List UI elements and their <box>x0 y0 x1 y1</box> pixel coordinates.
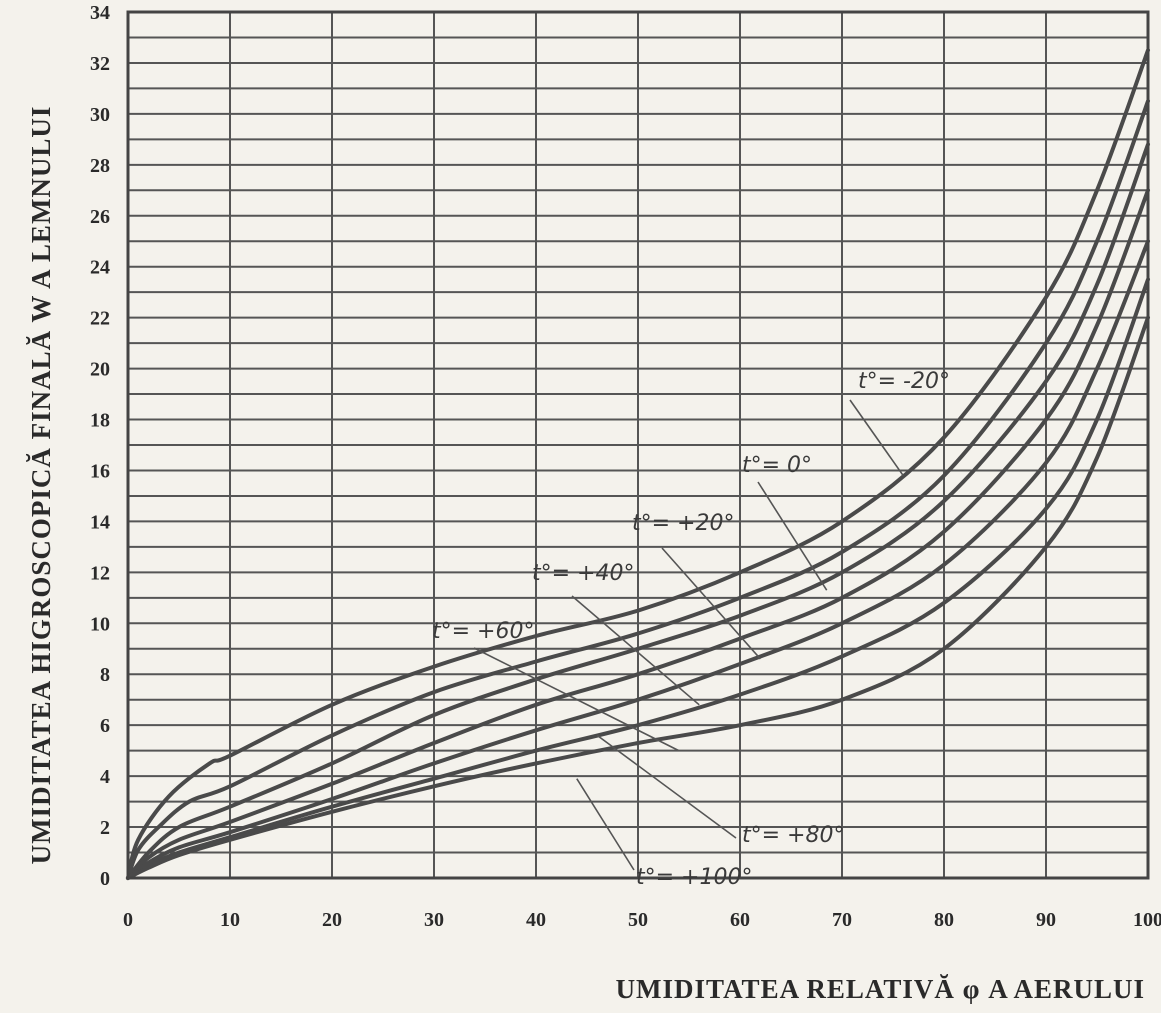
leader-line-2 <box>757 481 828 591</box>
series-line-6 <box>126 277 1150 880</box>
x-tick-label: 70 <box>832 909 852 931</box>
y-tick-label: 0 <box>100 868 110 890</box>
y-tick-label: 28 <box>90 155 110 177</box>
y-tick-label: 18 <box>90 410 110 432</box>
y-tick-label: 2 <box>100 817 110 839</box>
series-line-1 <box>126 48 1150 880</box>
series-line-2 <box>126 99 1150 880</box>
y-tick-label: 32 <box>90 53 110 75</box>
x-tick-label: 80 <box>934 909 954 931</box>
y-tick-label: 16 <box>90 460 110 482</box>
series-label-3: t°= +20° <box>632 511 734 536</box>
series-line-7 <box>126 315 1150 880</box>
y-tick-label: 22 <box>90 308 110 330</box>
series-label-4: t°= +40° <box>532 561 634 586</box>
y-tick-label: 8 <box>100 664 110 686</box>
x-tick-label: 50 <box>628 909 648 931</box>
x-tick-label: 30 <box>424 909 444 931</box>
y-axis-title: UMIDITATEA HIGROSCOPICĂ FINALĂ W A LEMNU… <box>26 106 56 865</box>
leader-line-4 <box>571 595 700 706</box>
x-axis-title: UMIDITATEA RELATIVĂ φ A AERULUI <box>616 974 1145 1004</box>
x-tick-label: 60 <box>730 909 750 931</box>
series-label-1: t°= -20° <box>858 369 950 394</box>
y-tick-label: 30 <box>90 104 110 126</box>
curves <box>126 48 1150 880</box>
series-label-6: t°= +80° <box>742 823 844 848</box>
y-tick-label: 12 <box>90 562 110 584</box>
x-tick-label: 90 <box>1036 909 1056 931</box>
x-tick-label: 0 <box>123 909 133 931</box>
leader-line-1 <box>849 399 904 477</box>
y-tick-label: 14 <box>90 511 110 533</box>
plot-frame <box>126 10 1150 880</box>
y-tick-label: 26 <box>90 206 110 228</box>
x-tick-labels: 0 10 20 30 40 50 60 70 80 90 100 <box>123 909 1161 931</box>
x-tick-label: 100 <box>1133 909 1161 931</box>
y-tick-label: 4 <box>100 766 110 788</box>
series-line-3 <box>126 142 1150 880</box>
leader-line-7 <box>576 778 635 871</box>
grid <box>128 12 1148 878</box>
leader-line-5 <box>473 647 680 752</box>
y-tick-label: 24 <box>90 257 110 279</box>
series-label-7: t°= +100° <box>636 865 752 890</box>
series-line-5 <box>126 239 1150 880</box>
x-tick-label: 20 <box>322 909 342 931</box>
y-tick-label: 10 <box>90 613 110 635</box>
x-tick-label: 40 <box>526 909 546 931</box>
series-label-2: t°= 0° <box>742 453 812 478</box>
y-tick-label: 34 <box>90 2 110 24</box>
y-tick-label: 20 <box>90 359 110 381</box>
series-line-4 <box>126 188 1150 880</box>
curve-labels: t°= -20° t°= 0° t°= +20° t°= +40° t°= +60° t°… <box>432 369 950 890</box>
y-tick-label: 6 <box>100 715 110 737</box>
leader-line-3 <box>661 547 761 660</box>
leader-line-6 <box>596 734 737 839</box>
series-label-5: t°= +60° <box>432 619 534 644</box>
x-tick-label: 10 <box>220 909 240 931</box>
